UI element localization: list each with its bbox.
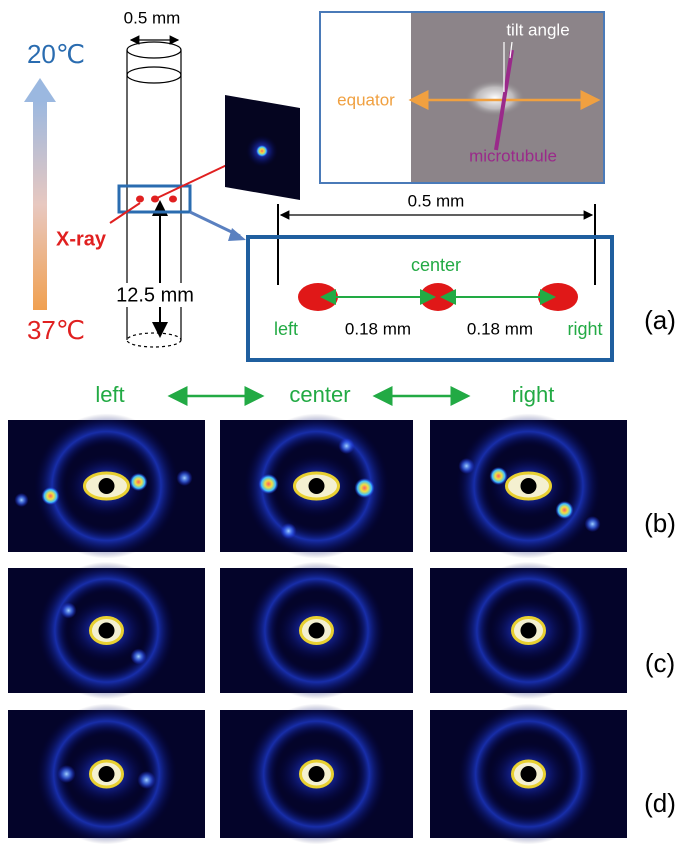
temperature-gradient: [24, 78, 56, 310]
zoom-left: left: [274, 319, 298, 339]
pattern-spot: [177, 470, 193, 486]
pattern-spot: [138, 771, 156, 789]
pattern-spot: [556, 501, 574, 519]
beam-stop: [521, 766, 537, 782]
tilt-label: tilt angle: [506, 20, 569, 39]
row-label: (d): [644, 788, 676, 818]
beam-label: X-ray: [56, 228, 107, 250]
diffraction-pattern: [220, 413, 413, 558]
beam-stop: [99, 623, 115, 639]
row-label: (b): [644, 508, 676, 538]
detector: [225, 95, 300, 200]
beam-stop: [521, 478, 537, 494]
pattern-spot: [42, 487, 60, 505]
temp-bottom: 37℃: [27, 315, 85, 345]
spacing: 0.18 mm: [345, 319, 411, 338]
diffraction-pattern: [430, 704, 627, 844]
column-label: right: [512, 382, 555, 407]
diffraction-pattern: [220, 562, 413, 700]
diffraction-pattern: [8, 704, 205, 844]
zoom-box: [248, 204, 612, 360]
figure: 20℃ 37℃ 0.5 mm 12.5 mm X-ray tilt angle …: [0, 0, 690, 844]
pattern-spot: [585, 516, 601, 532]
zoom-right: right: [567, 319, 602, 339]
beam-stop: [99, 766, 115, 782]
pattern-spot: [490, 467, 508, 485]
diffraction-pattern: [430, 413, 627, 558]
microtubule-label: microtubule: [469, 146, 557, 165]
row-label: (c): [645, 648, 675, 678]
zoom-center: center: [411, 255, 461, 275]
diffraction-grid: [8, 413, 627, 844]
zoom-width: 0.5 mm: [408, 191, 465, 210]
tube-width: 0.5 mm: [124, 8, 181, 27]
beam-stop: [309, 623, 325, 639]
pattern-spot: [259, 474, 279, 494]
pattern-spot: [130, 473, 148, 491]
pattern-spot: [15, 493, 29, 507]
pattern-spot: [355, 478, 375, 498]
beam-stop: [99, 478, 115, 494]
diffraction-pattern: [430, 562, 627, 700]
pattern-spot: [281, 523, 297, 539]
beam-stop: [309, 766, 325, 782]
spacing: 0.18 mm: [467, 319, 533, 338]
pattern-spot: [61, 603, 77, 619]
column-label: center: [289, 382, 350, 407]
pattern-spot: [339, 438, 355, 454]
tube-height: 12.5 mm: [116, 284, 194, 306]
column-label: left: [95, 382, 124, 407]
pattern-spot: [459, 458, 475, 474]
diffraction-pattern: [220, 704, 413, 844]
pattern-spot: [58, 765, 76, 783]
diffraction-pattern: [8, 562, 205, 700]
panel-label: (a): [644, 305, 676, 335]
diffraction-pattern: [8, 413, 205, 558]
temp-top: 20℃: [27, 39, 85, 69]
equator-label: equator: [337, 90, 395, 109]
beam-stop: [309, 478, 325, 494]
beam-stop: [521, 623, 537, 639]
pattern-spot: [131, 649, 147, 665]
